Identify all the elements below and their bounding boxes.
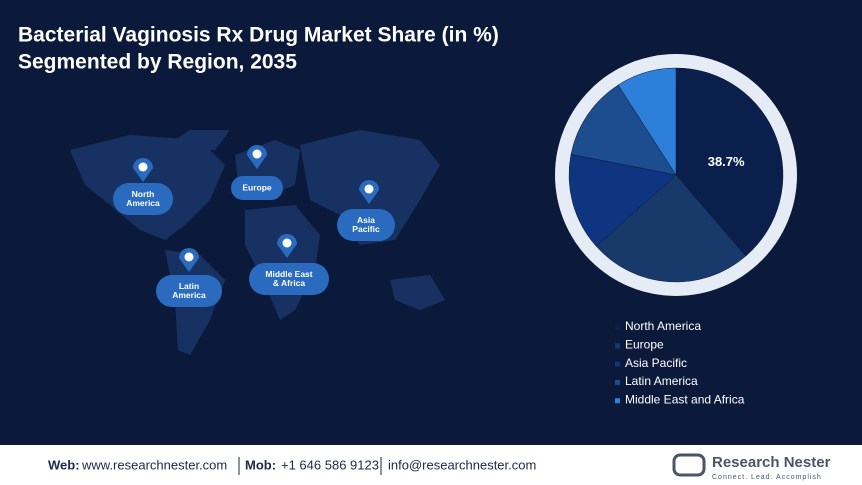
footer-mob-label: Mob: xyxy=(245,457,276,472)
pie-slice xyxy=(570,84,677,176)
region-label: & Africa xyxy=(273,278,306,288)
legend-label: Latin America xyxy=(625,374,698,388)
region-label: Pacific xyxy=(352,224,380,234)
footer-mob: +1 646 586 9123 xyxy=(281,457,379,472)
region-label: America xyxy=(172,290,206,300)
region-pill xyxy=(249,263,329,295)
chart-title: Bacterial Vaginosis Rx Drug Market Share… xyxy=(18,24,499,47)
legend-label: Asia Pacific xyxy=(625,356,687,370)
value-label: 38.7% xyxy=(708,154,745,169)
region-label: North xyxy=(132,189,155,199)
region-label: Asia xyxy=(357,215,375,225)
region-label: America xyxy=(126,198,160,208)
legend-swatch xyxy=(615,398,620,404)
region-label: Latin xyxy=(179,281,199,291)
legend-swatch xyxy=(615,361,620,367)
region-label: Europe xyxy=(242,182,272,192)
legend-label: North America xyxy=(625,319,701,333)
legend-swatch xyxy=(615,343,620,349)
pie-slice xyxy=(595,174,747,283)
footer-bar xyxy=(0,445,862,485)
legend-label: Europe xyxy=(625,337,664,351)
pin-dot xyxy=(364,184,374,194)
footer-email: info@researchnester.com xyxy=(388,457,536,472)
brand: Research Nester xyxy=(712,454,831,471)
pin-dot xyxy=(184,252,194,262)
tagline: Connect. Lead. Accomplish xyxy=(712,474,822,481)
footer-web-label: Web: xyxy=(48,457,80,472)
region-pill xyxy=(156,275,222,307)
legend-label: Middle East and Africa xyxy=(625,392,745,406)
region-pill xyxy=(113,183,173,215)
region-label: Middle East xyxy=(265,269,312,279)
footer-web: www.researchnester.com xyxy=(81,457,227,472)
logo-icon xyxy=(672,453,706,477)
pin-dot xyxy=(252,149,262,159)
pie xyxy=(568,67,784,283)
legend-swatch xyxy=(615,325,620,330)
pie-slice xyxy=(568,153,677,247)
pie-slice xyxy=(675,67,784,257)
pin-dot xyxy=(282,238,292,248)
chart-subtitle: Segmented by Region, 2035 xyxy=(18,51,297,74)
region-pill xyxy=(337,209,395,241)
region-pill xyxy=(231,176,283,200)
legend-swatch xyxy=(615,379,620,385)
pie-slice xyxy=(617,67,677,176)
pin-dot xyxy=(138,162,148,172)
